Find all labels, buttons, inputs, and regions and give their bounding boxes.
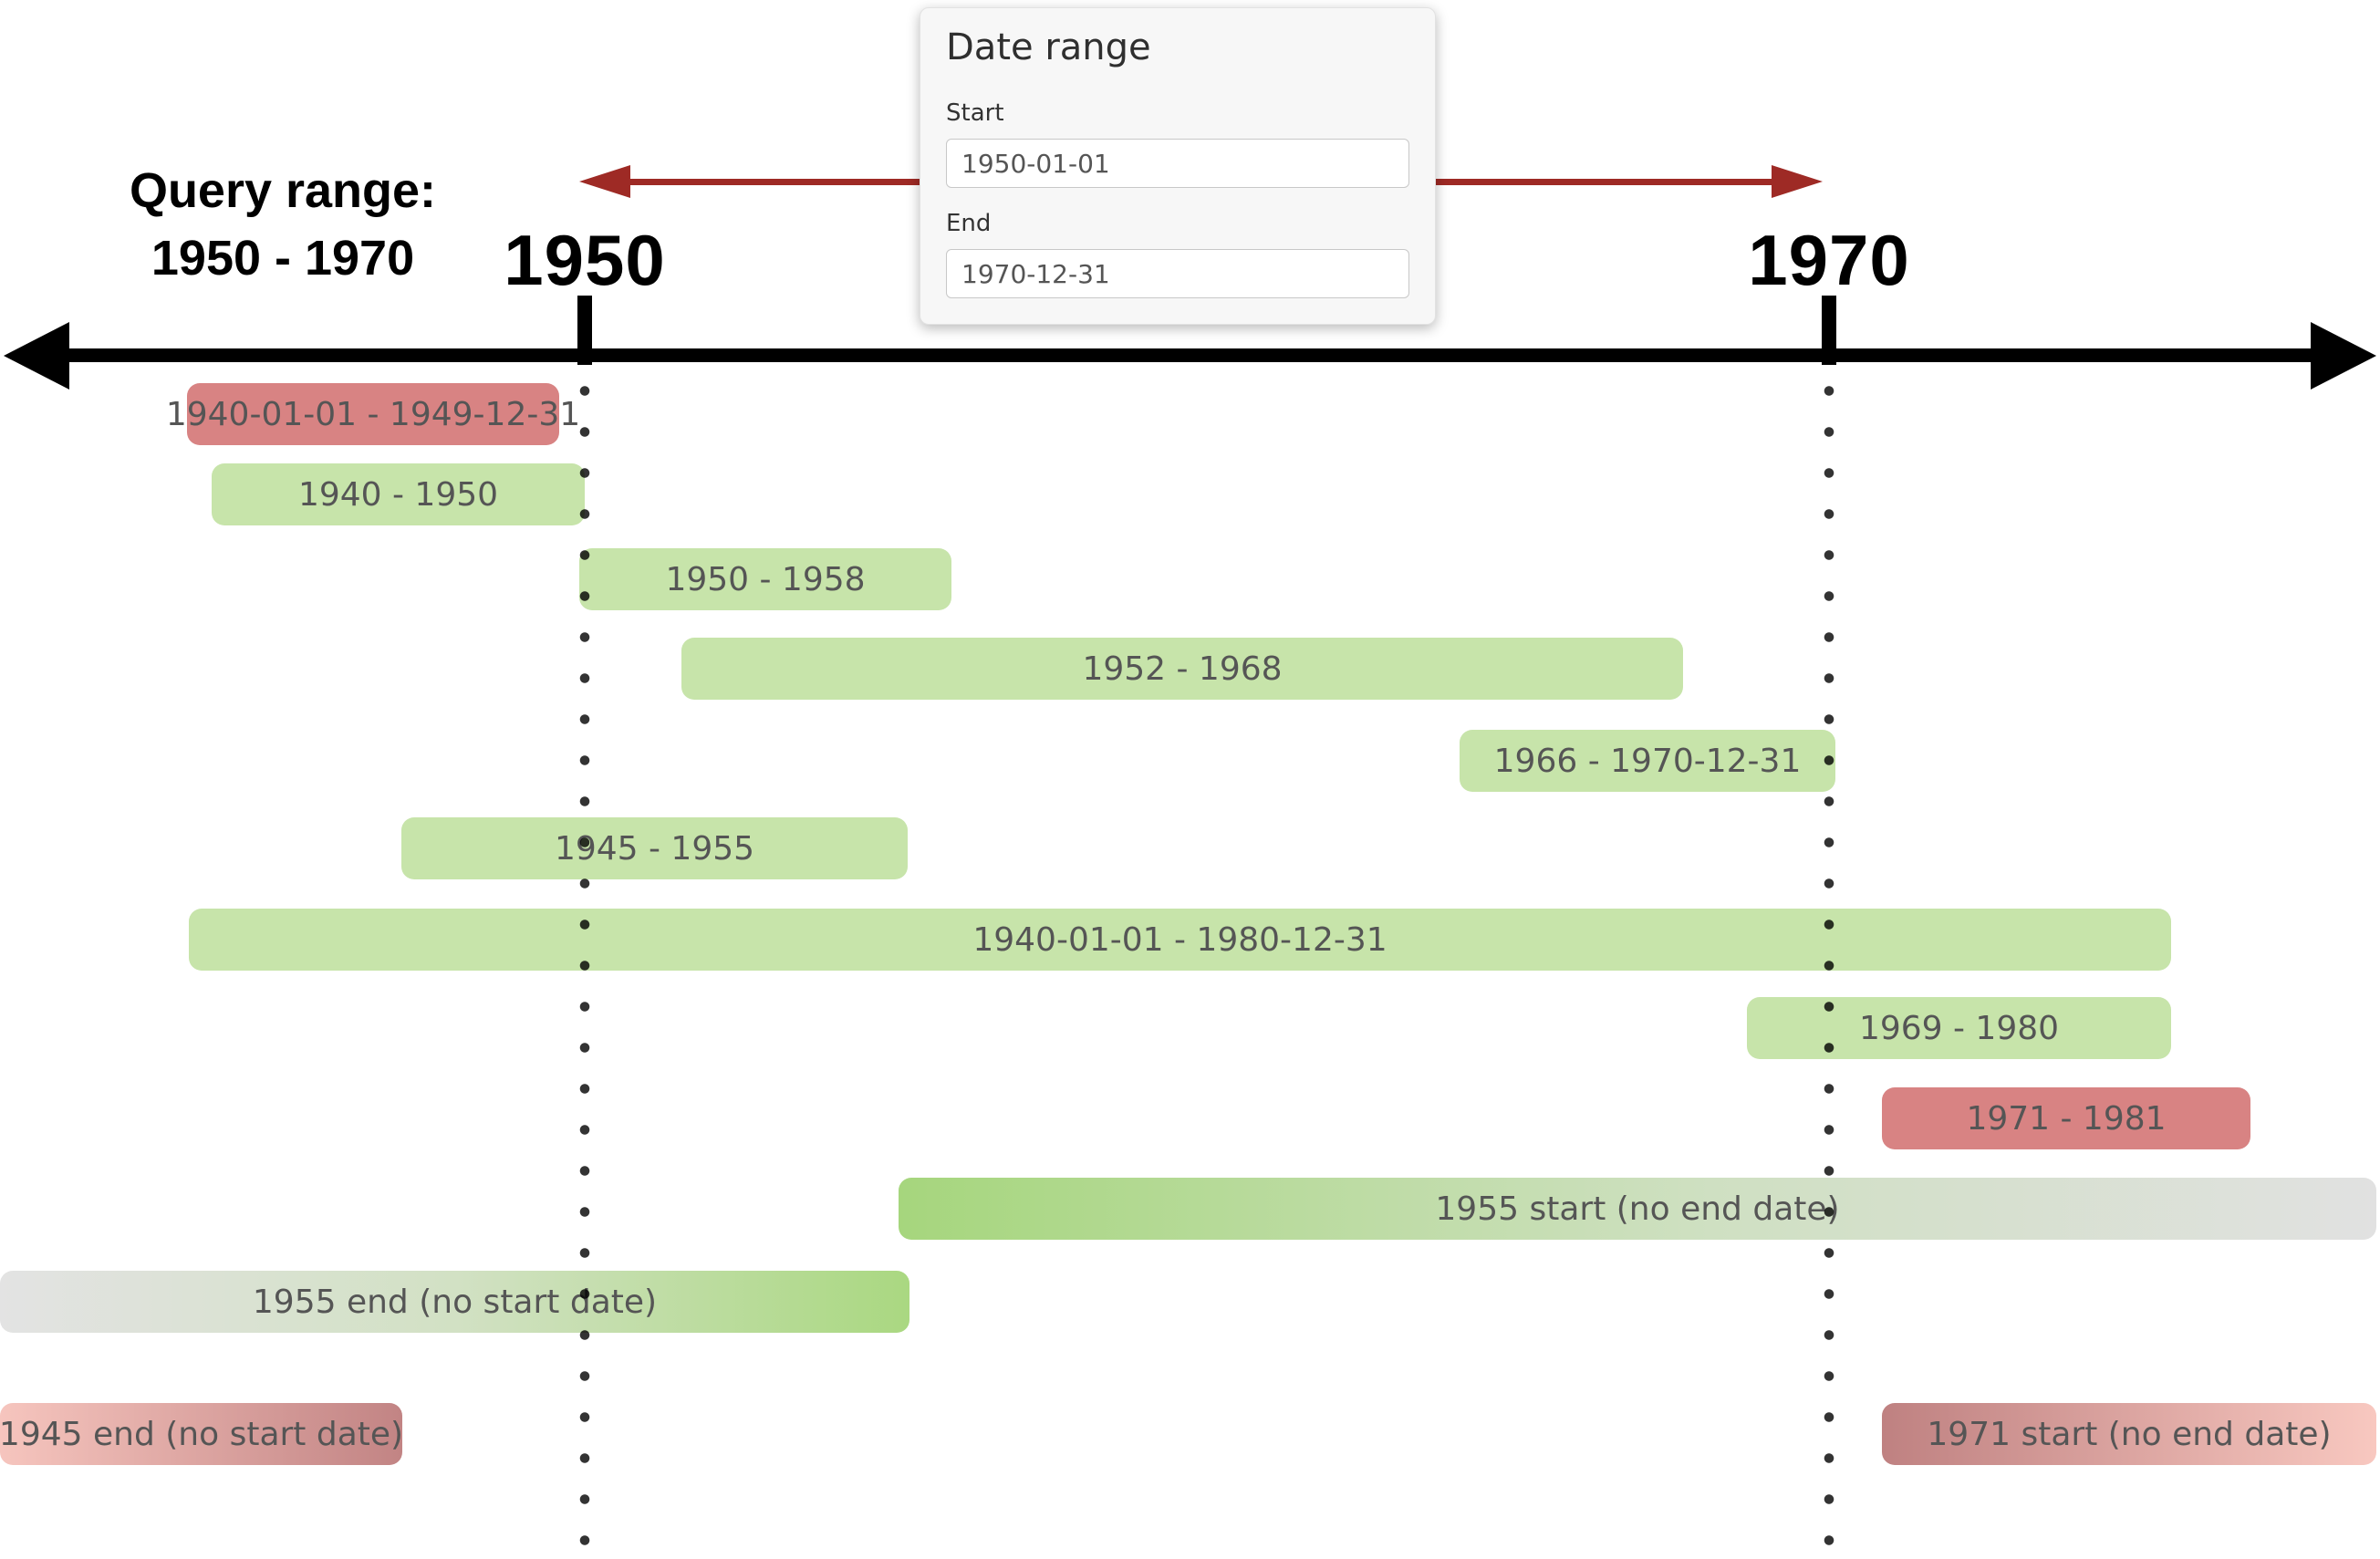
start-date-input[interactable] <box>946 139 1409 188</box>
dotted-year-line-1970 <box>1824 370 1834 1559</box>
year-label-1970: 1970 <box>1748 220 1910 300</box>
range-bar: 1971 - 1981 <box>1882 1087 2250 1149</box>
start-date-label: Start <box>946 99 1004 127</box>
query-range-annotation-line2: 1950 - 1970 <box>151 231 415 286</box>
range-bar: 1971 start (no end date) <box>1882 1403 2376 1465</box>
range-bar: 1945 - 1955 <box>401 817 908 879</box>
range-bar-label: 1940 - 1950 <box>297 475 499 514</box>
range-bar: 1966 - 1970-12-31 <box>1460 730 1835 792</box>
range-bar-label: 1969 - 1980 <box>1858 1009 2060 1047</box>
query-range-annotation-line1: Query range: <box>129 163 437 218</box>
range-bar-label: 1955 end (no start date) <box>252 1283 658 1321</box>
range-bar: 1940-01-01 - 1980-12-31 <box>189 909 2171 971</box>
year-label-1950: 1950 <box>504 220 666 300</box>
date-range-panel: Date range Start End <box>920 7 1436 325</box>
query-range-annotation: Query range: 1950 - 1970 <box>46 157 520 292</box>
range-bar: 1940 - 1950 <box>212 463 585 525</box>
range-bar-label: 1955 start (no end date) <box>1435 1190 1840 1228</box>
range-bar: 1950 - 1958 <box>579 548 951 610</box>
query-range-arrow-left-head-icon <box>579 165 630 198</box>
range-bar-label: 1940-01-01 - 1949-12-31 <box>165 395 581 433</box>
range-bar-label: 1971 - 1981 <box>1966 1099 2167 1138</box>
range-bar: 1955 end (no start date) <box>0 1271 909 1333</box>
range-bar-label: 1945 end (no start date) <box>0 1415 404 1453</box>
dotted-year-line-1950 <box>579 370 590 1559</box>
range-bar: 1940-01-01 - 1949-12-31 <box>166 383 580 445</box>
range-bar-label: 1971 start (no end date) <box>1927 1415 2332 1453</box>
time-axis-left-arrow-icon <box>4 322 69 390</box>
query-range-arrow-right-head-icon <box>1772 165 1823 198</box>
time-axis-right-arrow-icon <box>2311 322 2376 390</box>
range-bar: 1952 - 1968 <box>681 638 1683 700</box>
range-bar-label: 1952 - 1968 <box>1082 650 1283 688</box>
time-axis <box>53 348 2327 362</box>
year-tick-1970 <box>1822 296 1836 365</box>
range-bar: 1945 end (no start date) <box>0 1403 404 1465</box>
range-bar: 1969 - 1980 <box>1747 997 2171 1059</box>
year-tick-1950 <box>577 296 592 365</box>
range-bar-label: 1950 - 1958 <box>665 560 866 598</box>
range-bar-label: 1940-01-01 - 1980-12-31 <box>972 920 1387 959</box>
end-date-label: End <box>946 210 992 237</box>
date-range-panel-title: Date range <box>946 26 1151 68</box>
end-date-input[interactable] <box>946 249 1409 298</box>
range-bar: 1955 start (no end date) <box>899 1178 2376 1240</box>
range-bar-label: 1966 - 1970-12-31 <box>1493 742 1802 780</box>
